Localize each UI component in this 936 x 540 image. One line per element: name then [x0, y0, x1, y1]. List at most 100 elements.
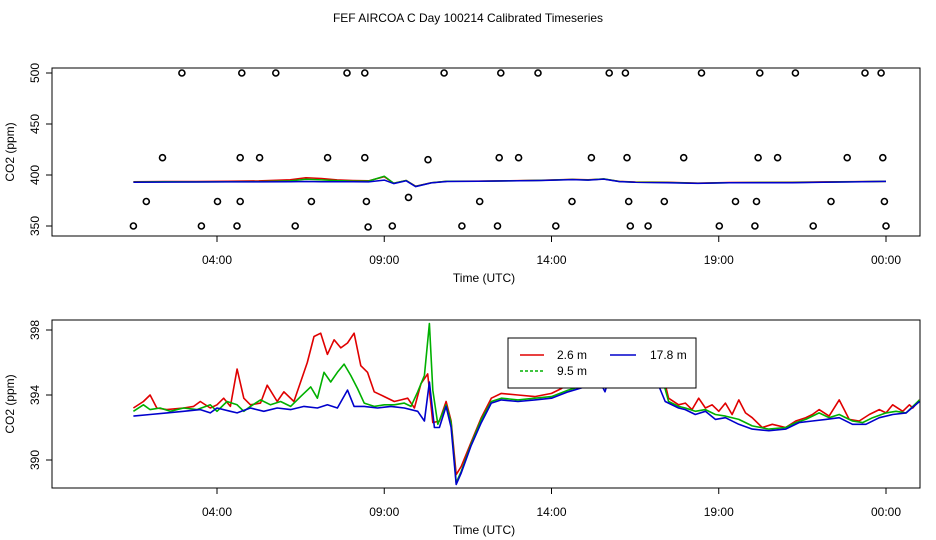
- top-y-tick-label: 450: [28, 114, 42, 134]
- scatter-point: [475, 197, 484, 206]
- scatter-point: [129, 222, 138, 230]
- top-x-axis-label: Time (UTC): [453, 271, 515, 285]
- scatter-point: [362, 197, 371, 206]
- scatter-point: [697, 69, 706, 77]
- bottom-panel: 04:00 09:00 14:00 19:00 00:00 390 394 398 Time…: [3, 319, 921, 537]
- scatter-point: [458, 222, 466, 230]
- bot-y-tick-label: 398: [28, 320, 42, 340]
- bottom-x-axis-label: Time (UTC): [453, 523, 515, 537]
- scatter-point: [715, 222, 724, 230]
- scatter-point: [773, 153, 782, 162]
- scatter-point: [238, 69, 246, 77]
- scatter-point: [404, 193, 413, 202]
- scatter-point: [213, 197, 222, 206]
- scatter-point: [307, 197, 316, 206]
- top-x-tick-label: 04:00: [202, 253, 232, 267]
- top-y-tick-label: 500: [28, 63, 42, 83]
- bot-x-tick-label: 14:00: [536, 505, 566, 519]
- scatter-point: [271, 69, 280, 77]
- bottom-y-axis: 390 394 398: [28, 320, 52, 470]
- scatter-point: [644, 222, 652, 230]
- scatter-point: [751, 222, 759, 230]
- scatter-point: [233, 222, 241, 230]
- top-x-axis: 04:00 09:00 14:00 19:00 00:00: [202, 236, 901, 267]
- bot-y-tick-label: 394: [28, 385, 42, 405]
- top-plot-frame: [51, 67, 921, 237]
- scatter-point: [587, 153, 596, 162]
- bot-x-tick-label: 00:00: [871, 505, 901, 519]
- scatter-point: [752, 197, 761, 206]
- scatter-point: [236, 153, 244, 162]
- scatter-point: [551, 222, 560, 230]
- bot-y-tick-label: 390: [28, 450, 42, 470]
- scatter-point: [791, 69, 800, 77]
- scatter-point: [809, 222, 818, 230]
- bottom-y-axis-label: CO2 (ppm): [3, 374, 17, 433]
- bottom-series-lines: [132, 322, 921, 486]
- top-series-lines: [133, 175, 887, 188]
- scatter-point: [880, 197, 889, 206]
- scatter-point: [424, 155, 432, 164]
- legend: 2.6 m 17.8 m 9.5 m: [507, 337, 697, 389]
- top-x-tick-label: 00:00: [871, 253, 901, 267]
- scatter-point: [440, 69, 448, 77]
- scatter-point: [534, 69, 542, 77]
- scatter-point: [514, 153, 523, 162]
- scatter-point: [626, 222, 635, 230]
- scatter-point: [621, 69, 630, 77]
- top-scatter-points: [129, 69, 890, 231]
- scatter-point: [660, 197, 669, 206]
- top-panel: 04:00 09:00 14:00 19:00 00:00 350 400 450 500 T…: [3, 63, 921, 285]
- scatter-point: [755, 69, 764, 77]
- scatter-point: [360, 153, 369, 162]
- scatter-point: [255, 153, 264, 162]
- top-y-axis-label: CO2 (ppm): [3, 122, 17, 181]
- bottom-x-axis: 04:00 09:00 14:00 19:00 00:00: [202, 488, 901, 519]
- scatter-point: [236, 197, 244, 206]
- scatter-point: [323, 153, 332, 162]
- chart-title: FEF AIRCOA C Day 100214 Calibrated Times…: [333, 11, 603, 25]
- bot-x-tick-label: 04:00: [202, 505, 232, 519]
- scatter-point: [882, 222, 890, 230]
- scatter-point: [364, 223, 372, 231]
- scatter-point: [493, 222, 502, 230]
- legend-label-9-5m: 9.5 m: [557, 364, 587, 378]
- top-x-tick-label: 14:00: [536, 253, 566, 267]
- scatter-point: [568, 197, 576, 206]
- scatter-point: [388, 222, 397, 230]
- scatter-point: [178, 69, 186, 77]
- scatter-point: [861, 69, 869, 77]
- top-y-axis: 350 400 450 500: [28, 63, 52, 236]
- bot-x-tick-label: 09:00: [369, 505, 399, 519]
- legend-box: [507, 337, 697, 389]
- top-y-tick-label: 350: [28, 216, 42, 236]
- bot-series-line-17-8-m: [133, 363, 921, 486]
- top-x-tick-label: 19:00: [704, 253, 734, 267]
- bottom-plot-frame: [51, 319, 921, 489]
- bot-x-tick-label: 19:00: [704, 505, 734, 519]
- scatter-point: [343, 69, 351, 77]
- scatter-point: [623, 153, 631, 162]
- scatter-point: [360, 69, 369, 77]
- scatter-point: [843, 153, 852, 162]
- legend-label-17-8m: 17.8 m: [650, 348, 687, 362]
- scatter-point: [878, 153, 887, 162]
- scatter-point: [624, 197, 633, 206]
- scatter-point: [731, 197, 740, 206]
- top-series-line-17-8-m: [133, 178, 887, 188]
- scatter-point: [495, 153, 504, 162]
- scatter-point: [754, 153, 762, 162]
- top-x-tick-label: 09:00: [369, 253, 399, 267]
- top-y-tick-label: 400: [28, 165, 42, 185]
- scatter-point: [679, 153, 688, 162]
- scatter-point: [142, 197, 151, 206]
- scatter-point: [827, 197, 835, 206]
- scatter-point: [291, 222, 300, 230]
- legend-label-2-6m: 2.6 m: [557, 348, 587, 362]
- scatter-point: [496, 69, 505, 77]
- scatter-point: [197, 222, 206, 230]
- scatter-point: [605, 69, 614, 77]
- scatter-point: [158, 153, 167, 162]
- scatter-point: [877, 69, 885, 77]
